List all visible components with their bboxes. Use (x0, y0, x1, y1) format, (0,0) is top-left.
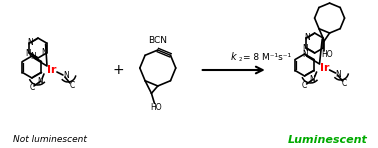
Text: $k$: $k$ (230, 50, 238, 62)
Text: N: N (37, 78, 43, 86)
Text: N: N (28, 38, 33, 46)
Text: Ir: Ir (320, 63, 329, 73)
Text: C: C (69, 82, 74, 90)
Text: $_2$: $_2$ (238, 55, 243, 64)
Text: N: N (30, 52, 36, 61)
Text: N: N (25, 49, 31, 58)
Text: N: N (42, 48, 48, 57)
Text: C: C (29, 83, 34, 92)
Text: N: N (336, 70, 341, 78)
Text: C: C (342, 79, 347, 89)
Text: C: C (302, 82, 307, 90)
Text: Not luminescent: Not luminescent (13, 135, 87, 144)
Text: N: N (303, 50, 308, 58)
Text: N: N (310, 75, 316, 85)
Text: HO: HO (321, 50, 333, 59)
Text: Luminescent: Luminescent (288, 135, 367, 145)
Text: N: N (63, 71, 69, 81)
Text: = 8 M⁻¹s⁻¹: = 8 M⁻¹s⁻¹ (243, 53, 291, 62)
Text: Ir: Ir (47, 65, 57, 75)
Text: HO: HO (150, 103, 162, 112)
Text: N: N (304, 33, 310, 42)
Text: +: + (112, 63, 124, 77)
Text: N: N (302, 44, 308, 53)
Text: BCN: BCN (148, 36, 167, 45)
